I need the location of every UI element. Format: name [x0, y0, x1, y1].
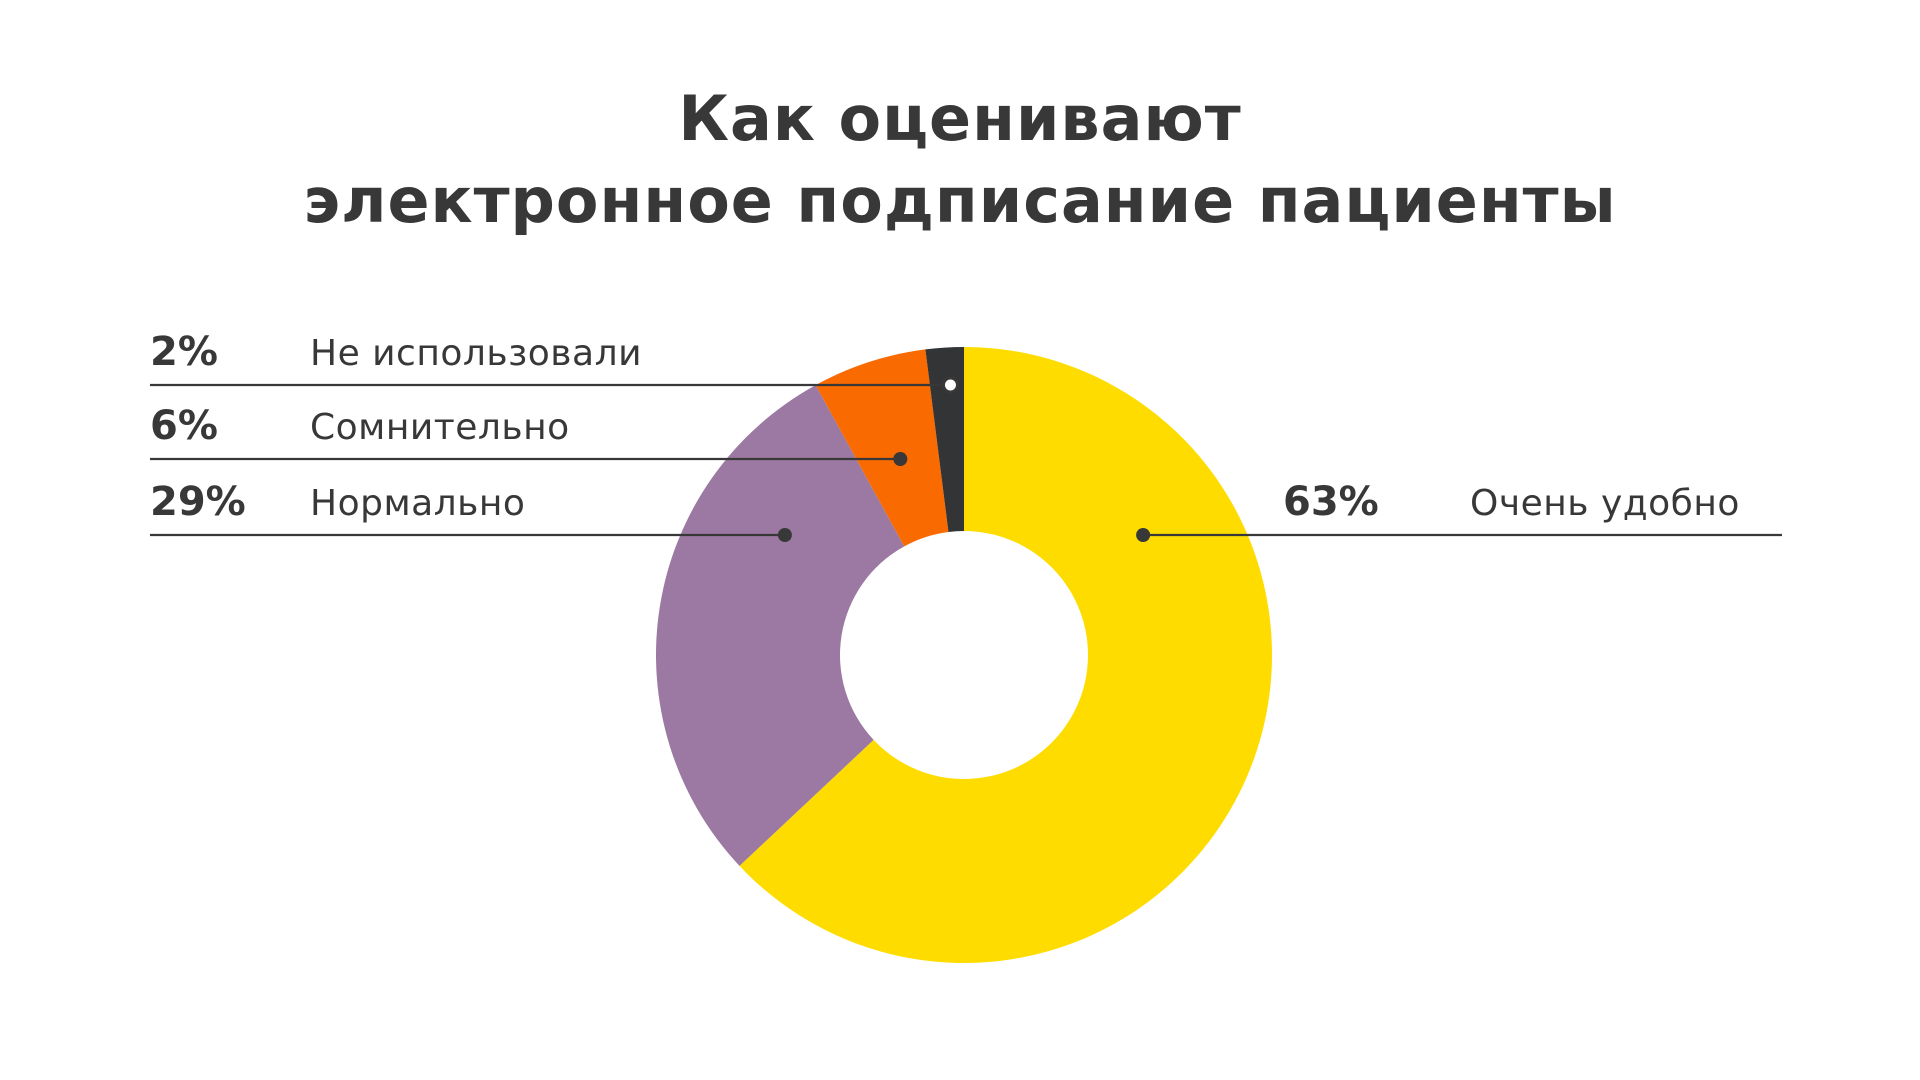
chart-title: Как оценивают электронное подписание пац…: [0, 78, 1920, 242]
leader-dot-нормально: [777, 528, 792, 542]
value-label-нормально: 29%: [150, 479, 246, 525]
slice-нормально: [655, 385, 905, 866]
slice-очень-удобно: [739, 347, 1272, 964]
category-label-очень-удобно: Очень удобно: [1470, 483, 1740, 524]
chart-title-line-1: Как оценивают: [678, 82, 1242, 155]
value-label-сомнительно: 6%: [150, 403, 218, 449]
slices-layer: [655, 347, 1272, 964]
leader-dot-очень-удобно: [1136, 528, 1151, 542]
category-label-сомнительно: Сомнительно: [310, 407, 570, 448]
leader-dot-сомнительно: [893, 452, 908, 466]
value-label-очень-удобно: 63%: [1283, 479, 1379, 525]
chart-title-line-2: электронное подписание пациенты: [303, 164, 1617, 237]
category-label-нормально: Нормально: [310, 483, 525, 524]
slice-сомнительно: [815, 349, 949, 547]
slice-не-использовали: [925, 347, 964, 532]
value-label-не-использовали: 2%: [150, 329, 218, 375]
leaders-layer: [150, 376, 1782, 542]
leader-dot-не-использовали: [941, 376, 959, 394]
category-label-не-использовали: Не использовали: [310, 333, 642, 374]
labels-layer: 63% Очень удобно 29% Нормально 6% Сомнительно…: [150, 329, 1740, 525]
